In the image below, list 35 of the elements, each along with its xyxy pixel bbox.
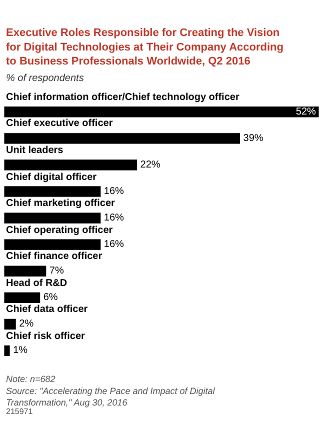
data-label: 1% [13, 345, 28, 356]
bar [4, 344, 10, 357]
data-label: 22% [140, 159, 160, 170]
y-tick-label: Unit leaders [6, 145, 64, 156]
y-tick-label: Chief executive officer [6, 118, 113, 129]
text: Note: n=682 [6, 374, 56, 384]
data-label: 6% [43, 292, 58, 304]
y-tick-label: Chief marketing officer [6, 198, 116, 209]
data-label: 52% [296, 106, 316, 118]
data-label: 39% [243, 132, 264, 144]
bar [4, 318, 16, 330]
bar [4, 212, 102, 224]
data-label: 16% [104, 239, 124, 250]
bar [4, 186, 102, 198]
chart-title: Executive Roles Responsible for Creating the Vision for Digital Technologies at Their Company According to Business Professionals Worldwide, Q2 2016 [6, 27, 284, 68]
data-label: 7% [49, 266, 64, 277]
bar [4, 238, 102, 250]
data-label: 2% [19, 318, 34, 330]
y-tick-label: Chief risk officer [6, 331, 86, 342]
data-label: 16% [104, 186, 124, 198]
y-tick-label: Chief finance officer [6, 251, 102, 262]
y-tick-label: Head of R&D [6, 278, 68, 289]
y-tick-label: Chief digital officer [6, 172, 97, 183]
y-tick-label: Chief information officer/Chief technology officer [6, 92, 240, 103]
source-note: Source: "Accelerating the Pace and Impact of Digital Transformation," Aug 30, 2016 [6, 386, 216, 408]
bar [4, 292, 41, 304]
bar [4, 159, 138, 171]
chart-subtitle: % of respondents [6, 73, 84, 84]
bar [4, 265, 47, 277]
bar [4, 132, 240, 144]
text: 215971 [6, 407, 34, 416]
y-tick-label: Chief data officer [6, 304, 88, 315]
data-label: 16% [104, 212, 124, 224]
y-tick-label: Chief operating officer [6, 225, 113, 236]
bar [4, 106, 319, 118]
